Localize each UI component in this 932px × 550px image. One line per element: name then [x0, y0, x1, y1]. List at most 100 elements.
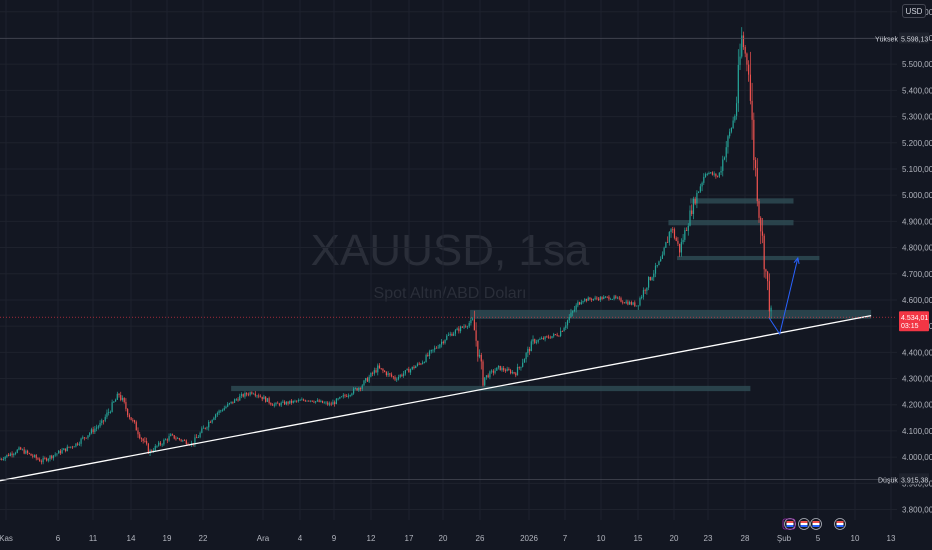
candle-body: [582, 301, 584, 303]
candle-body: [201, 428, 203, 433]
support-resistance-zone[interactable]: [470, 309, 872, 319]
support-resistance-zones[interactable]: [231, 198, 872, 392]
high-value: 5.598,13: [901, 36, 928, 43]
candle-body: [280, 402, 282, 406]
candle-body: [694, 198, 696, 204]
candle-body: [404, 370, 406, 374]
candle-body: [451, 333, 453, 336]
candle-body: [101, 420, 103, 423]
candle-body: [753, 119, 755, 161]
candle-body: [368, 376, 370, 382]
candle-body: [194, 437, 196, 445]
candle-body: [503, 367, 505, 371]
candle-body: [568, 317, 570, 321]
candle-body: [163, 439, 165, 445]
candle-body: [591, 299, 593, 301]
candle-body: [380, 368, 382, 370]
candle-body: [14, 452, 17, 454]
candle-body: [637, 305, 639, 307]
candle-body: [648, 276, 650, 288]
candle-body: [332, 402, 334, 405]
candle-body: [342, 395, 344, 397]
candle-body: [216, 412, 218, 415]
candle-body: [597, 298, 600, 301]
support-resistance-zone[interactable]: [231, 385, 751, 392]
candle-body: [442, 341, 444, 343]
candle-body: [534, 339, 536, 343]
candle-body: [565, 325, 567, 329]
support-resistance-zone[interactable]: [690, 198, 794, 204]
currency-button[interactable]: USD: [902, 4, 926, 18]
candle-body: [299, 400, 301, 401]
trendline[interactable]: [0, 315, 872, 482]
support-resistance-zone[interactable]: [668, 220, 794, 226]
candle-body: [620, 298, 622, 302]
candle-body: [710, 172, 712, 174]
candle-body: [49, 455, 51, 459]
candle-body: [275, 402, 277, 405]
drawing-tools[interactable]: [0, 38, 897, 482]
support-resistance-zone[interactable]: [677, 255, 820, 261]
candle-body: [685, 230, 688, 231]
candle-body: [444, 339, 446, 343]
candle-body: [696, 192, 698, 204]
candle-body: [372, 372, 374, 374]
high-label: Yüksek: [875, 36, 898, 43]
candle-body: [572, 311, 574, 313]
candle-body: [297, 400, 300, 402]
candle-body: [80, 438, 82, 444]
candle-body: [121, 397, 124, 400]
candle-body: [606, 296, 608, 298]
flag-stripe: [786, 523, 794, 525]
candle-body: [63, 448, 65, 451]
candle-body: [261, 396, 263, 400]
candle-body: [737, 64, 739, 104]
projection-arrow[interactable]: [768, 257, 799, 336]
time-axis[interactable]: Kas 6 11 14 19 22 Ara 4 9 12 17 20 26 2026 7 10 15 20 23 28…: [0, 534, 896, 543]
candle-body: [542, 338, 544, 340]
candle-body: [661, 254, 663, 259]
candle-body: [601, 297, 603, 300]
candle-body: [28, 453, 30, 454]
candle-body: [522, 362, 524, 367]
candle-body: [220, 410, 222, 412]
candle-body: [706, 173, 708, 175]
candle-body: [585, 298, 588, 301]
price-tick-label: 5.500,00: [902, 60, 932, 69]
candle-body: [239, 395, 241, 401]
low-value-badge: [899, 473, 929, 485]
candle-body: [197, 437, 199, 438]
candle-body: [151, 450, 153, 452]
flag-stripe: [786, 521, 794, 523]
candle-body: [204, 427, 206, 429]
time-tick-label: 17: [405, 534, 414, 543]
candle-body: [384, 370, 386, 372]
candle-body: [537, 339, 539, 342]
candle-body: [327, 402, 329, 405]
candle-body: [180, 439, 182, 441]
candle-body: [166, 439, 168, 441]
price-tick-label: 4.800,00: [902, 244, 932, 253]
calendar-event-icon[interactable]: [782, 518, 796, 530]
candle-body: [399, 374, 401, 377]
event-markers[interactable]: [782, 518, 846, 530]
candle-body: [641, 296, 643, 299]
candle-body: [8, 454, 10, 456]
flag-stripe: [812, 525, 820, 527]
candle-body: [625, 301, 627, 304]
candle-body: [546, 336, 548, 338]
time-tick-label: 5: [816, 534, 821, 543]
candle-body: [346, 395, 348, 397]
price-axis[interactable]: 5.700,005.600,005.500,005.400,005.300,00…: [875, 8, 932, 515]
time-tick-label: 9: [332, 534, 337, 543]
candle-body: [704, 174, 707, 177]
candle-body: [535, 341, 538, 343]
candle-body: [401, 374, 403, 376]
candle-body: [304, 400, 306, 402]
candle-body: [289, 400, 291, 404]
candle-body: [563, 328, 565, 332]
candle-body: [551, 336, 553, 339]
candle-body: [118, 393, 120, 396]
candle-body: [78, 443, 80, 445]
